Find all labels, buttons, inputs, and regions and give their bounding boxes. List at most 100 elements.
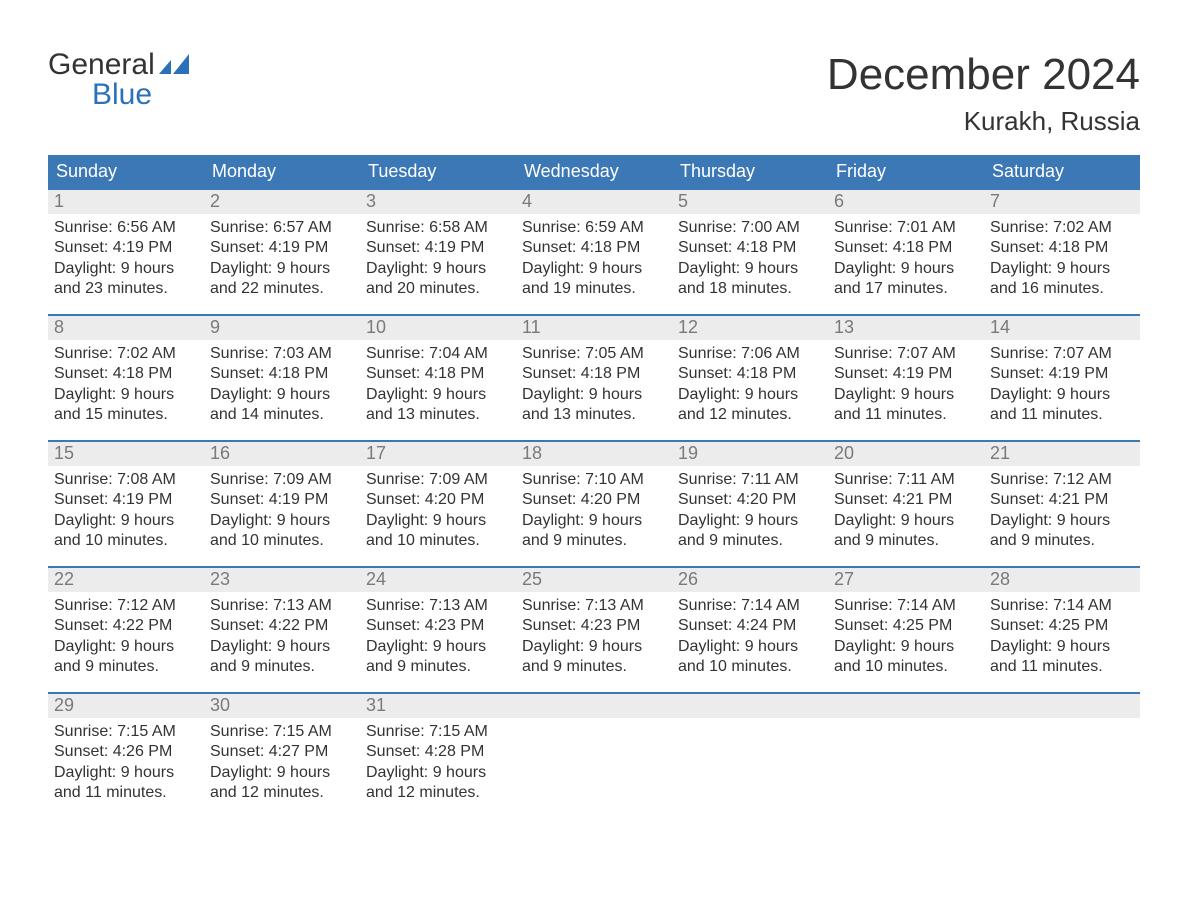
- sunset-text: Sunset: 4:28 PM: [366, 742, 510, 762]
- day-number: 21: [984, 442, 1140, 466]
- daylight-line2: and 12 minutes.: [210, 783, 354, 803]
- day-details: Sunrise: 7:12 AMSunset: 4:21 PMDaylight:…: [984, 466, 1140, 552]
- daylight-line2: and 12 minutes.: [366, 783, 510, 803]
- sunset-text: Sunset: 4:25 PM: [834, 616, 978, 636]
- daylight-line1: Daylight: 9 hours: [366, 637, 510, 657]
- calendar-day: 11Sunrise: 7:05 AMSunset: 4:18 PMDayligh…: [516, 316, 672, 434]
- sunrise-text: Sunrise: 7:04 AM: [366, 344, 510, 364]
- day-details: Sunrise: 7:07 AMSunset: 4:19 PMDaylight:…: [828, 340, 984, 426]
- daylight-line1: Daylight: 9 hours: [990, 511, 1134, 531]
- day-details: Sunrise: 7:09 AMSunset: 4:19 PMDaylight:…: [204, 466, 360, 552]
- day-details: Sunrise: 7:08 AMSunset: 4:19 PMDaylight:…: [48, 466, 204, 552]
- day-number: 15: [48, 442, 204, 466]
- calendar-day: 1Sunrise: 6:56 AMSunset: 4:19 PMDaylight…: [48, 190, 204, 308]
- day-details: Sunrise: 7:03 AMSunset: 4:18 PMDaylight:…: [204, 340, 360, 426]
- day-number: [984, 694, 1140, 718]
- daylight-line1: Daylight: 9 hours: [54, 763, 198, 783]
- daylight-line2: and 9 minutes.: [522, 657, 666, 677]
- sunrise-text: Sunrise: 7:13 AM: [366, 596, 510, 616]
- daylight-line1: Daylight: 9 hours: [366, 385, 510, 405]
- sunset-text: Sunset: 4:26 PM: [54, 742, 198, 762]
- sunset-text: Sunset: 4:19 PM: [210, 238, 354, 258]
- calendar-day: 29Sunrise: 7:15 AMSunset: 4:26 PMDayligh…: [48, 694, 204, 812]
- calendar-day: 14Sunrise: 7:07 AMSunset: 4:19 PMDayligh…: [984, 316, 1140, 434]
- day-number: 23: [204, 568, 360, 592]
- day-number: 1: [48, 190, 204, 214]
- calendar-week: 22Sunrise: 7:12 AMSunset: 4:22 PMDayligh…: [48, 566, 1140, 686]
- sunset-text: Sunset: 4:20 PM: [366, 490, 510, 510]
- dow-tuesday: Tuesday: [360, 155, 516, 188]
- calendar-day: [516, 694, 672, 812]
- day-details: Sunrise: 7:06 AMSunset: 4:18 PMDaylight:…: [672, 340, 828, 426]
- sunset-text: Sunset: 4:19 PM: [990, 364, 1134, 384]
- calendar-day: 13Sunrise: 7:07 AMSunset: 4:19 PMDayligh…: [828, 316, 984, 434]
- calendar-day: 5Sunrise: 7:00 AMSunset: 4:18 PMDaylight…: [672, 190, 828, 308]
- sunset-text: Sunset: 4:19 PM: [54, 490, 198, 510]
- day-number: 18: [516, 442, 672, 466]
- sunrise-text: Sunrise: 6:57 AM: [210, 218, 354, 238]
- day-details: Sunrise: 7:00 AMSunset: 4:18 PMDaylight:…: [672, 214, 828, 300]
- daylight-line2: and 10 minutes.: [366, 531, 510, 551]
- daylight-line1: Daylight: 9 hours: [678, 385, 822, 405]
- sunrise-text: Sunrise: 7:02 AM: [990, 218, 1134, 238]
- dow-friday: Friday: [828, 155, 984, 188]
- day-number: 4: [516, 190, 672, 214]
- sunset-text: Sunset: 4:23 PM: [522, 616, 666, 636]
- daylight-line1: Daylight: 9 hours: [366, 763, 510, 783]
- daylight-line2: and 16 minutes.: [990, 279, 1134, 299]
- day-details: Sunrise: 7:15 AMSunset: 4:27 PMDaylight:…: [204, 718, 360, 804]
- daylight-line1: Daylight: 9 hours: [366, 259, 510, 279]
- sunrise-text: Sunrise: 7:02 AM: [54, 344, 198, 364]
- sunrise-text: Sunrise: 7:01 AM: [834, 218, 978, 238]
- daylight-line1: Daylight: 9 hours: [210, 763, 354, 783]
- header: General Blue December 2024 Kurakh, Russi…: [48, 50, 1140, 137]
- calendar-day: [828, 694, 984, 812]
- daylight-line1: Daylight: 9 hours: [834, 385, 978, 405]
- sunrise-text: Sunrise: 7:09 AM: [210, 470, 354, 490]
- sunset-text: Sunset: 4:18 PM: [522, 364, 666, 384]
- sunrise-text: Sunrise: 7:15 AM: [210, 722, 354, 742]
- calendar-week: 15Sunrise: 7:08 AMSunset: 4:19 PMDayligh…: [48, 440, 1140, 560]
- daylight-line2: and 10 minutes.: [54, 531, 198, 551]
- calendar-day: [672, 694, 828, 812]
- sunset-text: Sunset: 4:19 PM: [210, 490, 354, 510]
- sunrise-text: Sunrise: 7:09 AM: [366, 470, 510, 490]
- daylight-line1: Daylight: 9 hours: [678, 511, 822, 531]
- daylight-line2: and 14 minutes.: [210, 405, 354, 425]
- day-number: 2: [204, 190, 360, 214]
- day-number: 9: [204, 316, 360, 340]
- calendar-day: 18Sunrise: 7:10 AMSunset: 4:20 PMDayligh…: [516, 442, 672, 560]
- sunset-text: Sunset: 4:22 PM: [210, 616, 354, 636]
- day-number: 19: [672, 442, 828, 466]
- daylight-line2: and 9 minutes.: [678, 531, 822, 551]
- title-block: December 2024 Kurakh, Russia: [827, 50, 1140, 137]
- sunrise-text: Sunrise: 7:13 AM: [522, 596, 666, 616]
- daylight-line1: Daylight: 9 hours: [522, 259, 666, 279]
- sunrise-text: Sunrise: 7:11 AM: [834, 470, 978, 490]
- day-number: 14: [984, 316, 1140, 340]
- sunset-text: Sunset: 4:20 PM: [522, 490, 666, 510]
- sunrise-text: Sunrise: 7:15 AM: [54, 722, 198, 742]
- sunrise-text: Sunrise: 7:14 AM: [678, 596, 822, 616]
- daylight-line2: and 11 minutes.: [54, 783, 198, 803]
- sunset-text: Sunset: 4:18 PM: [522, 238, 666, 258]
- day-number: 28: [984, 568, 1140, 592]
- day-number: 26: [672, 568, 828, 592]
- daylight-line1: Daylight: 9 hours: [54, 637, 198, 657]
- calendar-day: 26Sunrise: 7:14 AMSunset: 4:24 PMDayligh…: [672, 568, 828, 686]
- calendar-week: 29Sunrise: 7:15 AMSunset: 4:26 PMDayligh…: [48, 692, 1140, 812]
- day-details: Sunrise: 7:12 AMSunset: 4:22 PMDaylight:…: [48, 592, 204, 678]
- daylight-line1: Daylight: 9 hours: [990, 637, 1134, 657]
- day-details: Sunrise: 7:11 AMSunset: 4:20 PMDaylight:…: [672, 466, 828, 552]
- dow-sunday: Sunday: [48, 155, 204, 188]
- calendar-day: 8Sunrise: 7:02 AMSunset: 4:18 PMDaylight…: [48, 316, 204, 434]
- sunset-text: Sunset: 4:18 PM: [834, 238, 978, 258]
- daylight-line2: and 9 minutes.: [54, 657, 198, 677]
- daylight-line2: and 17 minutes.: [834, 279, 978, 299]
- day-number: 20: [828, 442, 984, 466]
- sunset-text: Sunset: 4:25 PM: [990, 616, 1134, 636]
- day-details: Sunrise: 6:57 AMSunset: 4:19 PMDaylight:…: [204, 214, 360, 300]
- day-details: Sunrise: 7:14 AMSunset: 4:25 PMDaylight:…: [828, 592, 984, 678]
- daylight-line2: and 19 minutes.: [522, 279, 666, 299]
- sunrise-text: Sunrise: 7:07 AM: [990, 344, 1134, 364]
